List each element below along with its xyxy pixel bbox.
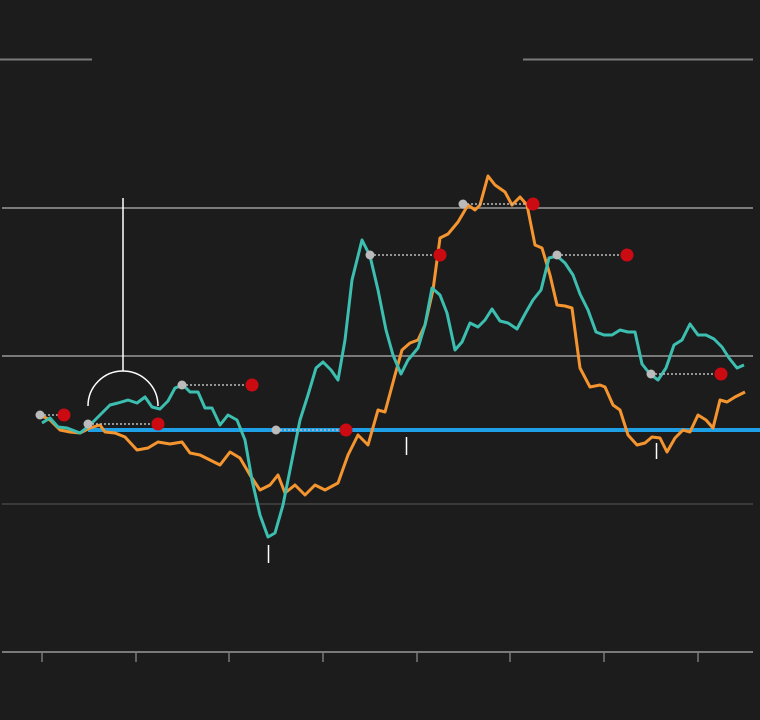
marker-end (245, 378, 259, 392)
annotation-arc (87, 370, 159, 407)
marker-end (620, 248, 634, 262)
marker-start (458, 199, 468, 209)
marker-end (57, 408, 71, 422)
annotations (87, 198, 658, 563)
marker-end (339, 423, 353, 437)
marker-start (552, 250, 562, 260)
marker-end (433, 248, 447, 262)
marker-start (271, 425, 281, 435)
plot (35, 174, 760, 539)
marker-start (365, 250, 375, 260)
marker-start (177, 380, 187, 390)
marker-end (151, 417, 165, 431)
grid (2, 207, 753, 662)
marker-start (35, 410, 45, 420)
series-line (41, 238, 745, 539)
marker-end (526, 197, 540, 211)
marker-start (83, 419, 93, 429)
marker-end (714, 367, 728, 381)
marker-start (646, 369, 656, 379)
